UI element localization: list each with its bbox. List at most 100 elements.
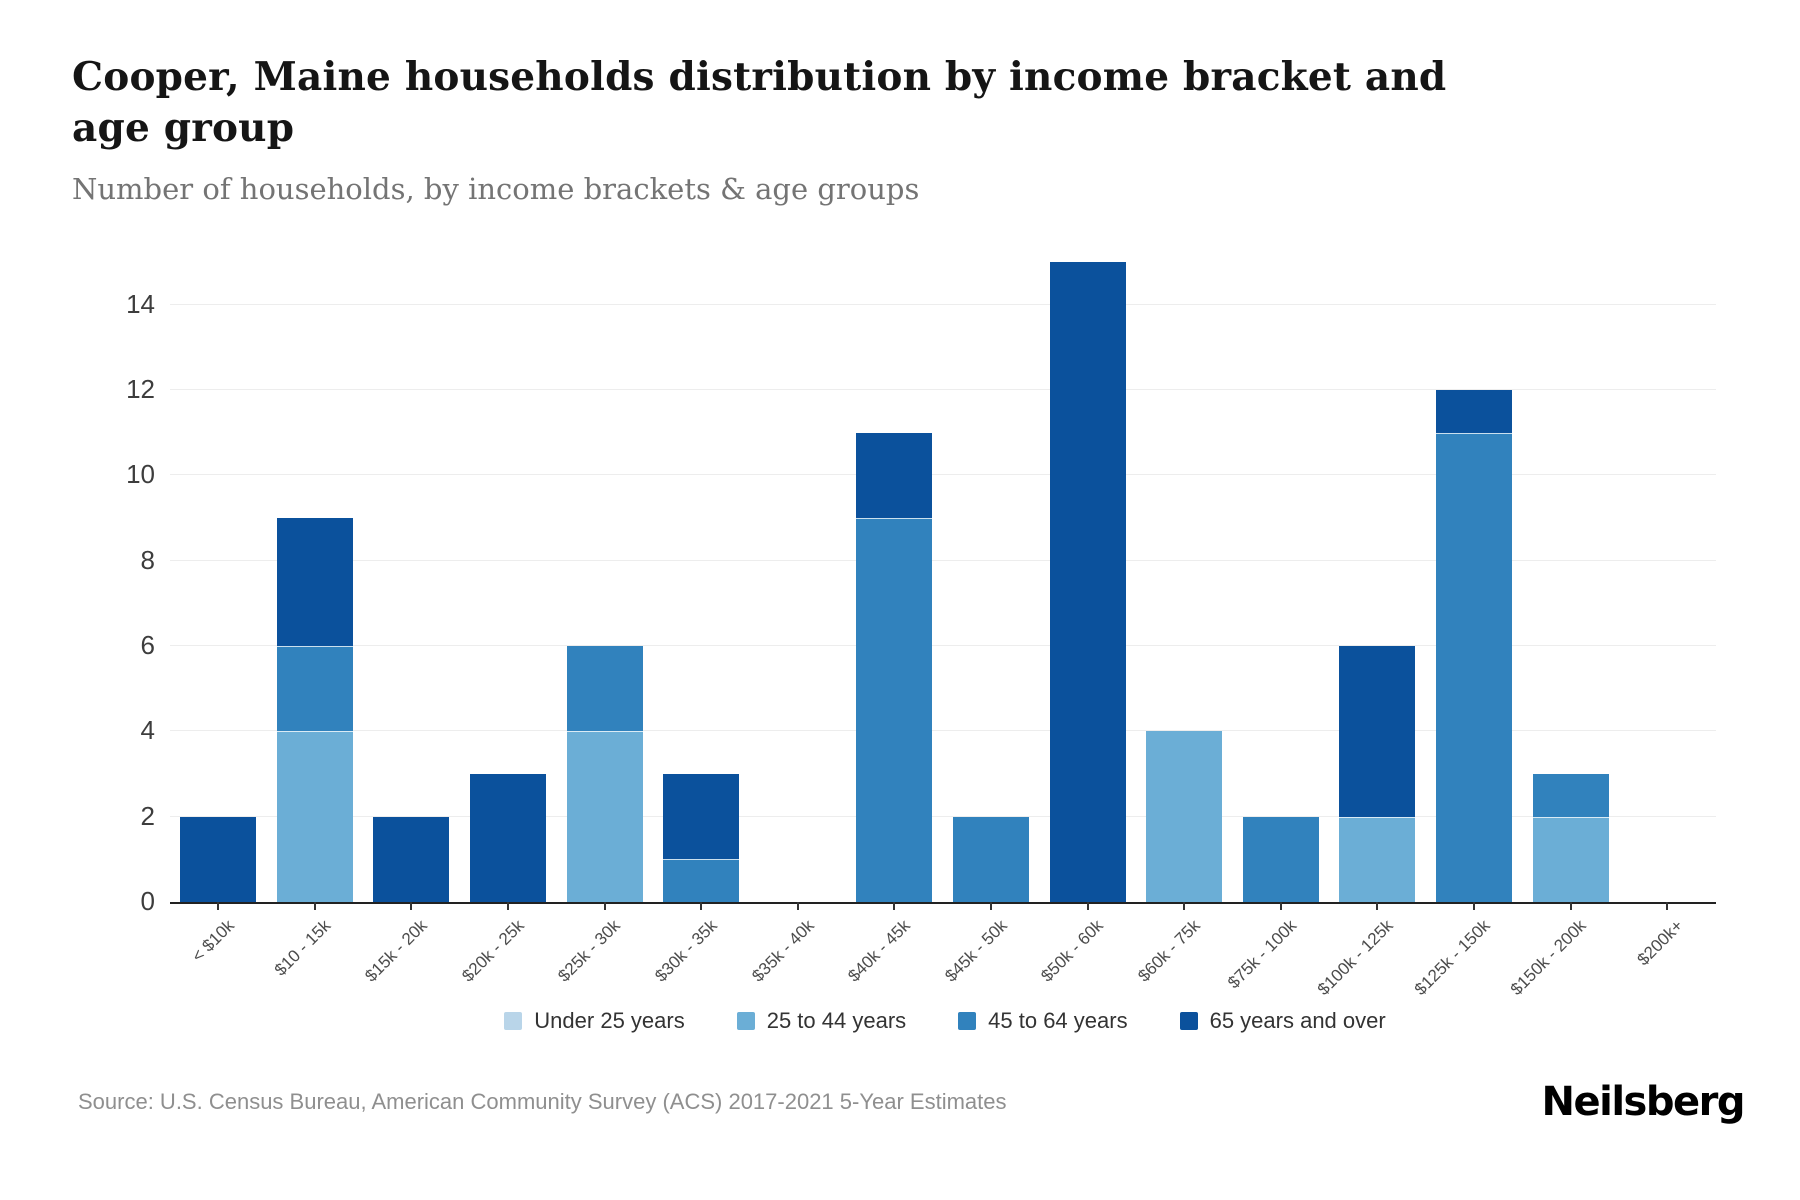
gridline bbox=[170, 815, 1716, 817]
bar-segment[interactable] bbox=[276, 646, 353, 732]
bar-stack bbox=[1146, 731, 1223, 902]
bar-slot: $25k - 30k bbox=[555, 262, 653, 986]
bar-segment[interactable] bbox=[1532, 816, 1609, 902]
x-axis-label: $20k - 25k bbox=[457, 916, 528, 986]
x-axis-label: $200k+ bbox=[1633, 916, 1687, 970]
bar-segment[interactable] bbox=[276, 731, 353, 902]
bar-slot: $45k - 50k bbox=[941, 262, 1040, 986]
x-tick bbox=[1473, 902, 1476, 910]
chart-legend: Under 25 years 25 to 44 years 45 to 64 y… bbox=[0, 1008, 1800, 1034]
x-axis-label: $50k - 60k bbox=[1037, 916, 1108, 986]
x-tick bbox=[1086, 902, 1089, 910]
bar-stack bbox=[663, 774, 740, 902]
x-tick bbox=[603, 902, 606, 910]
x-tick bbox=[1183, 902, 1186, 910]
x-tick bbox=[796, 902, 799, 910]
legend-swatch-45-to-64 bbox=[958, 1012, 977, 1030]
y-axis-label: 0 bbox=[140, 886, 155, 916]
x-axis-label: $100k - 125k bbox=[1313, 916, 1397, 999]
y-axis-label: 6 bbox=[140, 630, 155, 660]
bar-segment[interactable] bbox=[1146, 731, 1223, 902]
bar-segment[interactable] bbox=[1532, 774, 1609, 817]
bar-segment[interactable] bbox=[1436, 432, 1513, 902]
x-tick bbox=[1376, 902, 1379, 910]
bar-slot: $20k - 25k bbox=[458, 262, 557, 986]
bar-slot: $200k+ bbox=[1619, 262, 1716, 969]
gridline bbox=[170, 645, 1716, 646]
bar-segment[interactable] bbox=[180, 816, 257, 902]
bar-slot: $15k - 20k bbox=[361, 262, 460, 986]
page-subtitle: Number of households, by income brackets… bbox=[72, 172, 920, 206]
bar-stack bbox=[180, 816, 257, 902]
bar-slot: $35k - 40k bbox=[748, 262, 847, 986]
x-tick bbox=[410, 902, 413, 910]
x-axis-label: $45k - 50k bbox=[940, 916, 1011, 986]
bar-segment[interactable] bbox=[1049, 262, 1126, 902]
bar-stack bbox=[1532, 774, 1609, 902]
bar-segment[interactable] bbox=[373, 816, 450, 902]
x-axis-label: $25k - 30k bbox=[554, 916, 625, 986]
plot-area: 0 2 4 6 8 10 12 14 < $10k $10 - 15k $15k - 20k $20k… bbox=[126, 262, 1716, 999]
bar-slot: $40k - 45k bbox=[844, 262, 943, 986]
x-tick bbox=[217, 902, 220, 910]
legend-swatch-25-to-44 bbox=[736, 1012, 755, 1030]
x-axis-label: $75k - 100k bbox=[1224, 916, 1301, 993]
y-axis-label: 4 bbox=[140, 715, 155, 746]
bar-segment[interactable] bbox=[953, 816, 1030, 902]
bar-slot: $125k - 150k bbox=[1411, 262, 1523, 999]
source-attribution: Source: U.S. Census Bureau, American Com… bbox=[78, 1089, 1007, 1114]
bar-stack bbox=[1339, 646, 1416, 902]
bar-slot: $100k - 125k bbox=[1314, 262, 1426, 999]
x-tick bbox=[507, 902, 510, 910]
x-tick bbox=[1279, 902, 1282, 910]
bar-segment[interactable] bbox=[1339, 816, 1416, 902]
bar-segment[interactable] bbox=[470, 774, 547, 902]
bar-stack bbox=[1242, 816, 1319, 902]
bar-segment[interactable] bbox=[1436, 390, 1513, 433]
bar-slot: $75k - 100k bbox=[1224, 262, 1330, 992]
bar-segment[interactable] bbox=[663, 859, 740, 902]
legend-item-25-to-44[interactable]: 25 to 44 years bbox=[736, 1008, 907, 1034]
gridline bbox=[170, 474, 1716, 476]
x-tick bbox=[700, 902, 703, 910]
legend-swatch-under-25 bbox=[504, 1012, 523, 1030]
legend-label: Under 25 years bbox=[534, 1008, 685, 1033]
bar-stack bbox=[1049, 262, 1126, 902]
legend-swatch-65-and-over bbox=[1179, 1012, 1198, 1030]
bar-segment[interactable] bbox=[1339, 646, 1416, 817]
bar-slot: $10 - 15k bbox=[267, 262, 364, 980]
bar-segment[interactable] bbox=[566, 646, 643, 732]
x-axis-label: $15k - 20k bbox=[361, 916, 431, 986]
bar-segment[interactable] bbox=[856, 432, 933, 518]
bar-stack bbox=[276, 518, 353, 902]
bar-segment[interactable] bbox=[856, 518, 933, 902]
gridline bbox=[170, 559, 1716, 561]
footer: Source: U.S. Census Bureau, American Com… bbox=[0, 1072, 1800, 1132]
legend-item-65-and-over[interactable]: 65 years and over bbox=[1179, 1008, 1386, 1034]
bar-stack bbox=[953, 816, 1030, 902]
bar-segment[interactable] bbox=[276, 518, 353, 647]
x-axis-label: $40k - 45k bbox=[844, 916, 914, 986]
x-tick bbox=[313, 902, 316, 910]
x-axis-label: $35k - 40k bbox=[747, 916, 818, 986]
x-axis-label: $125k - 150k bbox=[1410, 916, 1494, 999]
legend-item-under-25[interactable]: Under 25 years bbox=[504, 1008, 685, 1034]
x-axis-label: $60k - 75k bbox=[1134, 916, 1204, 986]
legend-item-45-to-64[interactable]: 45 to 64 years bbox=[958, 1008, 1128, 1034]
bar-stack bbox=[470, 774, 547, 902]
bar-stack bbox=[566, 646, 643, 902]
x-axis-label: $30k - 35k bbox=[651, 916, 721, 986]
x-axis-label: $10 - 15k bbox=[270, 916, 335, 980]
bar-stack bbox=[373, 816, 450, 902]
x-tick bbox=[1569, 902, 1572, 910]
bar-segment[interactable] bbox=[1242, 816, 1319, 902]
gridline bbox=[170, 730, 1716, 732]
page-title: Cooper, Maine households distribution by… bbox=[72, 54, 1447, 152]
bar-slot: < $10k bbox=[170, 262, 267, 966]
legend-label: 25 to 44 years bbox=[766, 1008, 907, 1033]
legend-label: 45 to 64 years bbox=[988, 1008, 1128, 1033]
bar-segment[interactable] bbox=[663, 774, 740, 860]
y-axis-label: 10 bbox=[126, 459, 155, 490]
bar-slot: $60k - 75k bbox=[1134, 262, 1233, 986]
bar-segment[interactable] bbox=[566, 731, 643, 902]
